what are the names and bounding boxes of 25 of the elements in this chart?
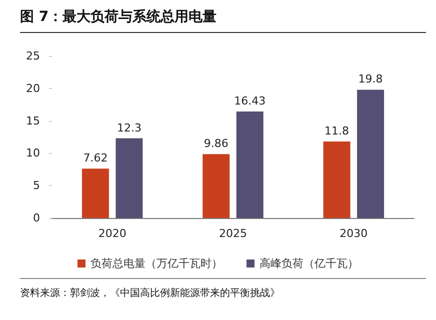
bar — [357, 90, 384, 218]
data-label: 12.3 — [116, 121, 142, 134]
x-tick-label: 2025 — [219, 227, 247, 240]
bar — [82, 168, 109, 218]
y-tick-label: 25 — [26, 50, 40, 62]
data-label: 16.43 — [234, 94, 266, 108]
text: 资料来源：郭剑波，《中国高比例新能源带来的平衡挑战》 — [20, 286, 281, 300]
bar — [116, 138, 143, 218]
y-tick-label: 20 — [26, 82, 40, 95]
bar — [202, 154, 230, 218]
legend-label: 负荷总电量（万亿千瓦时） — [90, 257, 222, 270]
chart-title: 图 7：最大负荷与系统总用电量 — [20, 8, 426, 33]
bar — [323, 142, 350, 218]
y-tick-label: 5 — [33, 179, 40, 192]
data-label: 9.86 — [204, 137, 228, 150]
data-label: 11.8 — [324, 124, 350, 138]
bar — [236, 112, 264, 218]
data-label: 7.62 — [83, 152, 108, 165]
x-tick-label: 2020 — [98, 227, 126, 240]
legend-label: 高峰负荷（亿千瓦） — [260, 257, 358, 270]
y-tick-label: 0 — [33, 212, 40, 224]
x-tick-label: 2030 — [340, 227, 368, 240]
data-label: 19.8 — [358, 72, 383, 86]
y-tick-label: 15 — [26, 114, 40, 128]
y-tick-label: 10 — [26, 146, 40, 160]
